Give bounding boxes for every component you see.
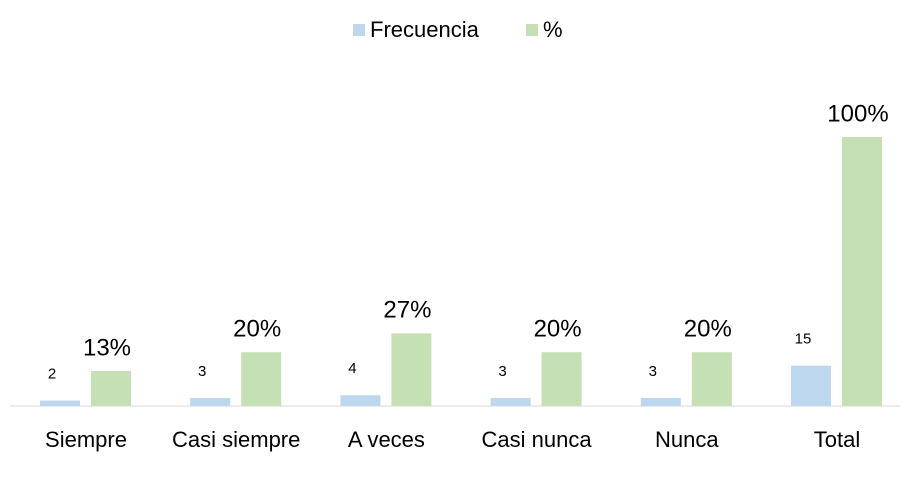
x-tick-label: Nunca [655, 427, 719, 452]
x-tick-label: Casi nunca [482, 427, 593, 452]
bar [40, 400, 80, 406]
legend-label: % [543, 17, 563, 42]
bar [691, 352, 732, 406]
data-label: 27% [383, 297, 431, 324]
bar [541, 352, 582, 406]
bar [490, 397, 531, 406]
bar [340, 395, 381, 406]
data-label: 13% [83, 334, 131, 361]
data-label: 4 [348, 360, 356, 377]
data-label: 20% [534, 316, 582, 343]
x-tick-label: Siempre [45, 427, 127, 452]
data-label: 3 [198, 363, 206, 380]
data-label: 3 [649, 363, 657, 380]
x-tick-label: Casi siempre [172, 427, 300, 452]
bar [241, 352, 282, 406]
legend-swatch [526, 24, 538, 36]
legend-swatch [353, 24, 365, 36]
bar [791, 365, 831, 406]
bar [640, 397, 681, 406]
bar [190, 397, 231, 406]
data-label: 2 [48, 366, 56, 383]
bar [391, 333, 432, 406]
data-label: 20% [233, 316, 281, 343]
legend-label: Frecuencia [370, 17, 480, 42]
x-tick-label: A veces [348, 427, 425, 452]
bar [842, 137, 882, 406]
data-label: 3 [498, 363, 506, 380]
data-label: 15 [795, 331, 812, 348]
bar [91, 371, 131, 406]
x-tick-label: Total [814, 427, 860, 452]
data-label: 20% [684, 316, 732, 343]
data-label: 100% [827, 100, 888, 127]
